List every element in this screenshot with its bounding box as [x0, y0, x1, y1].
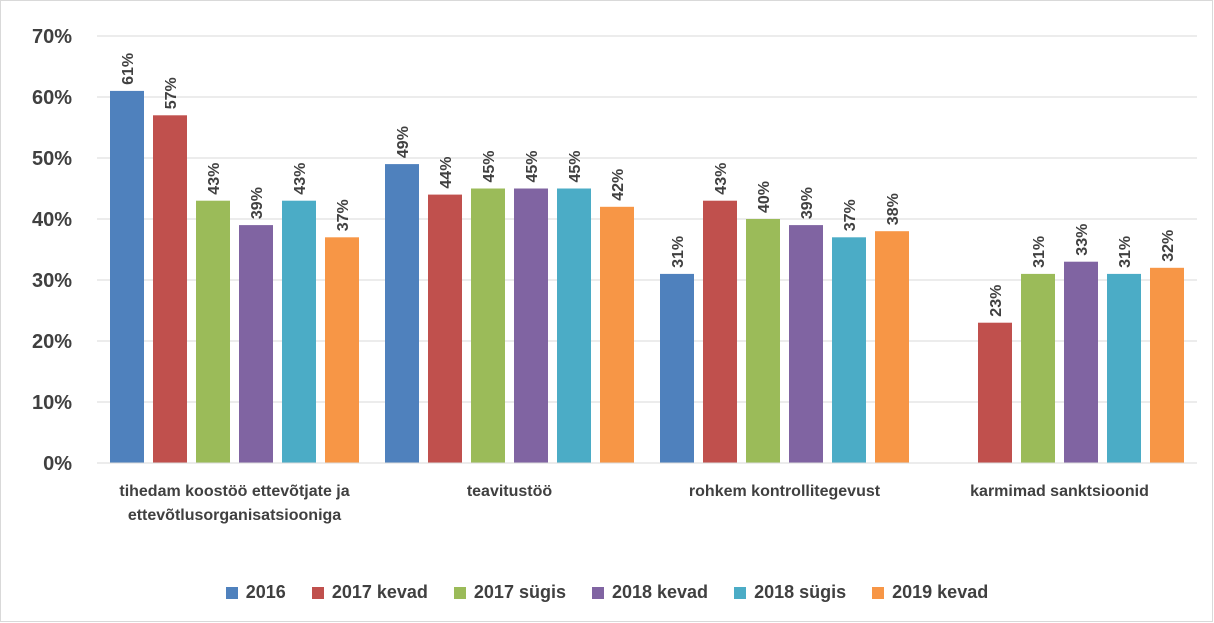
data-label: 31% — [1031, 236, 1048, 268]
bar — [325, 237, 359, 463]
data-label: 40% — [756, 181, 773, 213]
data-label: 33% — [1074, 224, 1091, 256]
bar — [557, 188, 591, 463]
y-tick-label: 30% — [32, 270, 72, 292]
legend-swatch — [734, 586, 747, 599]
legend-label: 2016 — [245, 582, 286, 602]
bar — [514, 188, 548, 463]
legend-swatch — [591, 586, 604, 599]
data-label: 32% — [1160, 230, 1177, 262]
bar — [832, 237, 866, 463]
bar — [789, 225, 823, 463]
data-label: 45% — [481, 150, 498, 182]
bar — [282, 200, 316, 463]
data-label: 43% — [206, 163, 223, 195]
data-label: 49% — [395, 126, 412, 158]
bar — [703, 200, 737, 463]
bar — [196, 200, 230, 463]
y-tick-label: 50% — [32, 148, 72, 170]
bar — [1107, 273, 1141, 463]
y-tick-label: 40% — [32, 209, 72, 231]
data-label: 37% — [335, 199, 352, 231]
data-label: 38% — [885, 193, 902, 225]
bar — [1150, 267, 1184, 463]
legend-item: 2017 sügis — [453, 582, 566, 603]
legend-label: 2017 sügis — [473, 582, 566, 602]
y-tick-label: 10% — [32, 392, 72, 414]
x-tick-label: teavitustöö — [466, 483, 553, 500]
legend-label: 2018 kevad — [611, 582, 709, 602]
y-tick-label: 70% — [32, 26, 72, 48]
x-tick-label: rohkem kontrollitegevust — [688, 483, 881, 500]
legend-label: 2017 kevad — [331, 582, 428, 602]
data-label: 37% — [842, 199, 859, 231]
bar — [875, 231, 909, 463]
data-label: 57% — [163, 77, 180, 109]
bar — [110, 90, 144, 464]
bar — [1021, 273, 1055, 463]
data-label: 39% — [249, 187, 266, 219]
legend-item: 2016 — [225, 582, 286, 603]
data-label: 45% — [524, 150, 541, 182]
bar — [428, 194, 462, 463]
legend-item: 2018 kevad — [591, 582, 709, 603]
data-label: 42% — [610, 169, 627, 201]
legend-item: 2019 kevad — [872, 582, 988, 603]
legend: 2016 2017 kevad 2017 sügis 2018 kevad 2018 s… — [0, 582, 1214, 603]
bar — [239, 225, 273, 463]
bar — [600, 206, 634, 464]
y-tick-label: 20% — [32, 331, 72, 353]
data-label: 45% — [567, 150, 584, 182]
bar — [978, 322, 1012, 463]
bar — [153, 115, 187, 464]
bar — [660, 273, 694, 463]
y-tick-label: 60% — [32, 87, 72, 109]
data-label: 39% — [799, 187, 816, 219]
data-label: 23% — [988, 285, 1005, 317]
legend-swatch — [453, 586, 466, 599]
bar — [1064, 261, 1098, 463]
legend-item: 2017 kevad — [311, 582, 428, 603]
data-label: 43% — [713, 163, 730, 195]
data-label: 31% — [670, 236, 687, 268]
bar — [385, 164, 419, 463]
bar — [471, 188, 505, 463]
data-label: 43% — [292, 163, 309, 195]
bar — [746, 219, 780, 463]
legend-label: 2018 sügis — [754, 582, 847, 602]
legend-swatch — [872, 586, 885, 599]
legend-swatch — [311, 586, 324, 599]
x-tick-label: tihedam koostöö ettevõtjate ja ettevõtlu… — [119, 483, 350, 524]
legend-swatch — [225, 586, 238, 599]
legend-item: 2018 sügis — [734, 582, 846, 603]
data-label: 31% — [1117, 236, 1134, 268]
y-tick-label: 0% — [43, 453, 72, 475]
legend-label: 2019 kevad — [892, 582, 989, 602]
data-label: 61% — [120, 53, 137, 85]
x-tick-label: karmimad sanktsioonid — [970, 483, 1149, 500]
data-label: 44% — [438, 157, 455, 189]
